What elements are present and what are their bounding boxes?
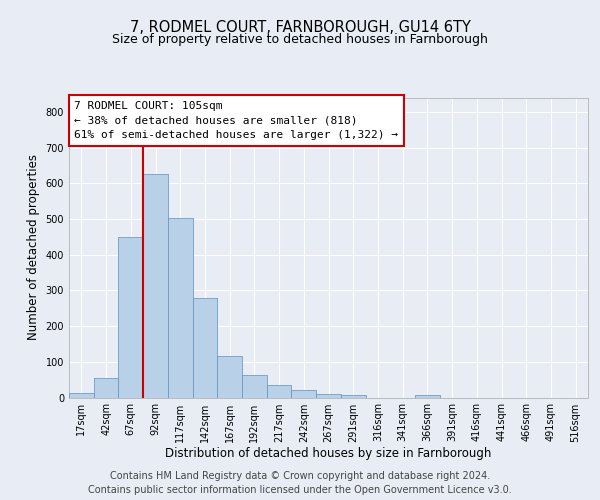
Text: 7, RODMEL COURT, FARNBOROUGH, GU14 6TY: 7, RODMEL COURT, FARNBOROUGH, GU14 6TY xyxy=(130,20,470,35)
Text: Contains HM Land Registry data © Crown copyright and database right 2024.
Contai: Contains HM Land Registry data © Crown c… xyxy=(88,471,512,495)
Bar xyxy=(415,394,440,398)
Bar xyxy=(168,218,193,398)
Bar xyxy=(118,237,143,398)
Bar xyxy=(292,390,316,398)
Bar xyxy=(69,393,94,398)
Bar xyxy=(242,376,267,398)
Bar xyxy=(267,385,292,398)
Bar xyxy=(316,394,341,398)
Bar xyxy=(94,378,118,398)
Y-axis label: Number of detached properties: Number of detached properties xyxy=(27,154,40,340)
Bar xyxy=(193,298,217,398)
X-axis label: Distribution of detached houses by size in Farnborough: Distribution of detached houses by size … xyxy=(166,448,491,460)
Bar xyxy=(341,394,365,398)
Text: Size of property relative to detached houses in Farnborough: Size of property relative to detached ho… xyxy=(112,32,488,46)
Bar xyxy=(217,356,242,398)
Text: 7 RODMEL COURT: 105sqm
← 38% of detached houses are smaller (818)
61% of semi-de: 7 RODMEL COURT: 105sqm ← 38% of detached… xyxy=(74,100,398,140)
Bar xyxy=(143,174,168,398)
